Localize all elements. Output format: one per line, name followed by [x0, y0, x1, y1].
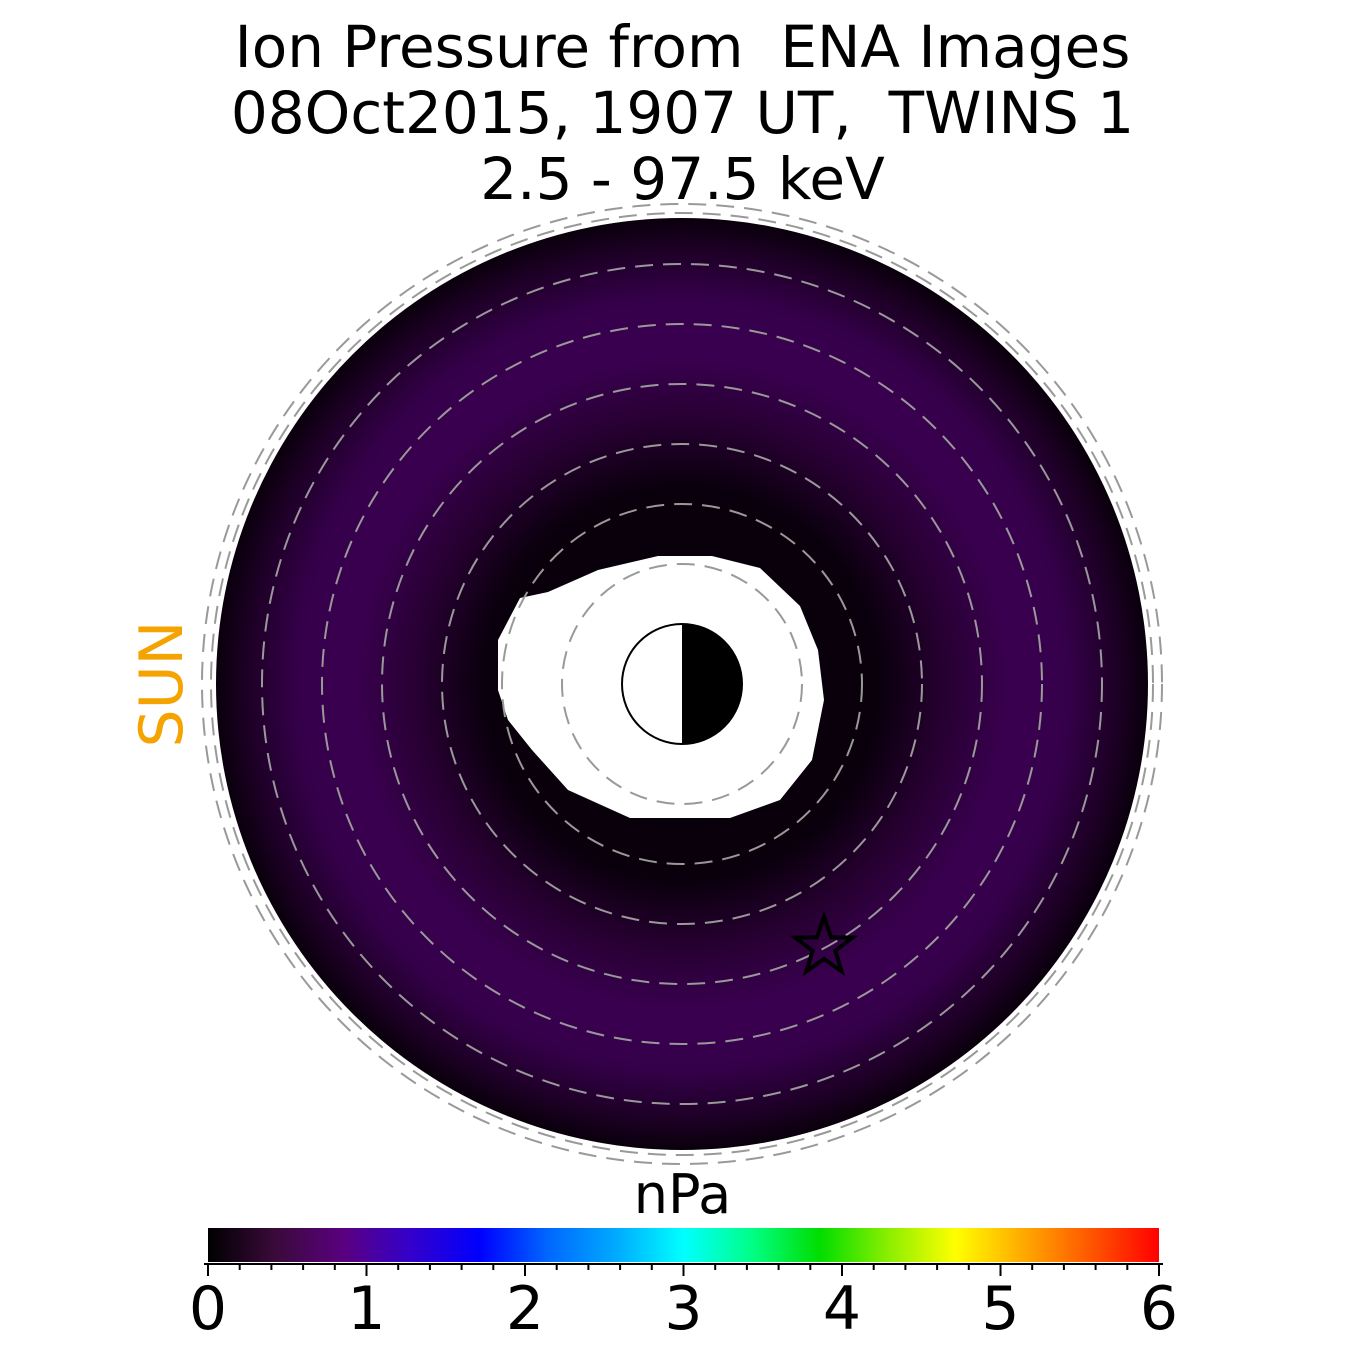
colorbar-tick-label: 6 — [1139, 1274, 1179, 1344]
dashed-ring — [201, 203, 1163, 1165]
dashed-ring — [501, 503, 863, 865]
colorbar-tick-label: 4 — [822, 1274, 862, 1344]
dashed-ring — [261, 263, 1103, 1105]
colorbar-tick-label: 1 — [347, 1274, 386, 1344]
dashed-ring — [561, 563, 803, 805]
dashed-rings — [201, 203, 1163, 1165]
colorbar-unit-label: nPa — [633, 1163, 732, 1226]
dashed-ring — [321, 323, 1043, 1045]
colorbar-ticks — [207, 1264, 1160, 1276]
dashed-ring — [381, 383, 983, 985]
earth-icon — [621, 623, 743, 745]
sun-label: SUN — [127, 620, 197, 748]
title-line-1: Ion Pressure from ENA Images — [234, 13, 1131, 81]
dashed-ring — [441, 443, 923, 925]
dashed-ring — [210, 212, 1154, 1156]
colorbar-tick-label: 0 — [188, 1274, 228, 1344]
colorbar-tick-label: 3 — [664, 1274, 703, 1344]
no-data-region — [498, 556, 824, 818]
title-line-2: 08Oct2015, 1907 UT, TWINS 1 — [230, 79, 1135, 147]
colorbar-tick-label: 2 — [505, 1274, 545, 1344]
colorbar — [208, 1228, 1159, 1262]
colorbar-tick-label: 5 — [981, 1274, 1020, 1344]
title-line-3: 2.5 - 97.5 keV — [480, 145, 885, 213]
star-marker-icon — [789, 910, 859, 977]
